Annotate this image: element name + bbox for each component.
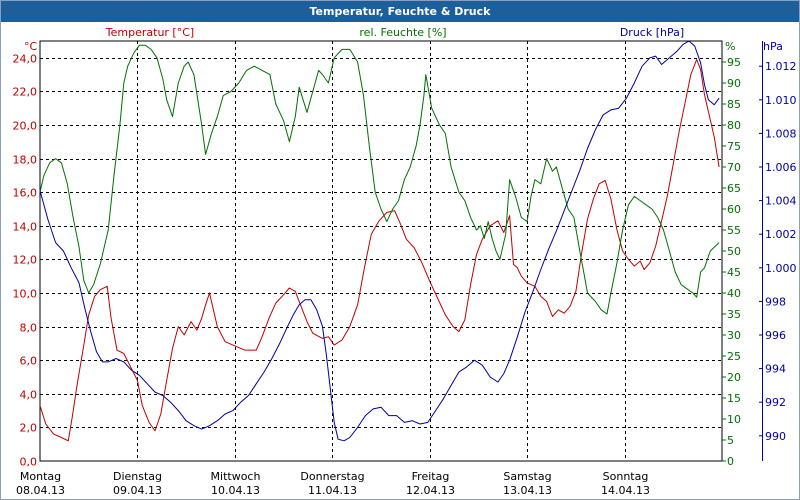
day-date-label: 12.04.13 — [406, 484, 455, 497]
humidity-tick-label: 30 — [727, 329, 741, 342]
chart-title: Temperatur, Feuchte & Druck — [1, 1, 799, 22]
temp-tick-label: 24,0 — [13, 53, 38, 66]
temp-tick-label: 6,0 — [20, 355, 38, 368]
pressure-tick-label: 1.008 — [765, 127, 797, 140]
humidity-tick-label: 60 — [727, 203, 741, 216]
pressure-tick-label: 1.006 — [765, 161, 797, 174]
plot-border — [39, 40, 723, 462]
temp-tick-label: 12,0 — [13, 254, 38, 267]
humidity-tick-label: 0 — [727, 455, 734, 468]
humidity-tick-label: 5 — [727, 434, 734, 447]
series-line-hum — [39, 44, 720, 315]
temp-tick-label: 4,0 — [20, 389, 38, 402]
day-name-label: Sonntag — [603, 470, 649, 483]
humidity-tick-label: 90 — [727, 77, 741, 90]
grid — [39, 40, 763, 462]
day-name-label: Mittwoch — [211, 470, 261, 483]
humidity-tick-label: 95 — [727, 56, 741, 69]
temp-tick-label: 8,0 — [20, 322, 38, 335]
series-line-press — [39, 40, 720, 442]
day-name-label: Montag — [20, 470, 61, 483]
pressure-tick-label: 1.002 — [765, 228, 797, 241]
humidity-tick-label: 10 — [727, 413, 741, 426]
pressure-tick-label: 994 — [765, 363, 786, 376]
humidity-tick-label: 20 — [727, 371, 741, 384]
temp-unit-label: °C — [24, 40, 38, 53]
pressure-tick-label: 990 — [765, 430, 786, 443]
day-date-label: 14.04.13 — [601, 484, 650, 497]
humidity-tick-label: 85 — [727, 98, 741, 111]
series-layer — [39, 40, 720, 442]
humidity-tick-label: 80 — [727, 119, 741, 132]
temp-tick-label: 20,0 — [13, 120, 38, 133]
pressure-axis-label: Druck [hPa] — [620, 26, 684, 39]
pressure-unit-label: hPa — [763, 40, 783, 53]
pressure-tick-label: 998 — [765, 295, 786, 308]
pressure-tick-label: 1.012 — [765, 60, 797, 73]
day-date-label: 11.04.13 — [308, 484, 357, 497]
temp-tick-label: 16,0 — [13, 187, 38, 200]
day-date-label: 13.04.13 — [503, 484, 552, 497]
humidity-tick-label: 55 — [727, 224, 741, 237]
humidity-tick-label: 45 — [727, 266, 741, 279]
day-date-label: 08.04.13 — [16, 484, 65, 497]
day-name-label: Freitag — [412, 470, 450, 483]
temp-tick-label: 0,0 — [20, 456, 38, 469]
pressure-tick-label: 992 — [765, 396, 786, 409]
humidity-axis-label: rel. Feuchte [%] — [359, 26, 446, 39]
temp-axis-label: Temperatur [°C] — [105, 26, 194, 39]
humidity-tick-label: 50 — [727, 245, 741, 258]
axes: Temperatur [°C] rel. Feuchte [%] Druck [… — [13, 26, 797, 497]
pressure-tick-label: 996 — [765, 329, 786, 342]
temp-tick-label: 22,0 — [13, 86, 38, 99]
pressure-tick-label: 1.010 — [765, 94, 797, 107]
humidity-tick-label: 40 — [727, 287, 741, 300]
day-name-label: Samstag — [503, 470, 551, 483]
day-date-label: 09.04.13 — [113, 484, 162, 497]
pressure-tick-label: 1.000 — [765, 262, 797, 275]
humidity-tick-label: 25 — [727, 350, 741, 363]
humidity-tick-label: 70 — [727, 161, 741, 174]
series-line-temp — [39, 59, 720, 442]
humidity-tick-label: 75 — [727, 140, 741, 153]
day-date-label: 10.04.13 — [211, 484, 260, 497]
humidity-tick-label: 65 — [727, 182, 741, 195]
temp-tick-label: 18,0 — [13, 154, 38, 167]
temp-tick-label: 14,0 — [13, 221, 38, 234]
pressure-tick-label: 1.004 — [765, 195, 797, 208]
humidity-unit-label: % — [725, 40, 735, 53]
humidity-tick-label: 15 — [727, 392, 741, 405]
day-name-label: Dienstag — [113, 470, 162, 483]
temp-tick-label: 10,0 — [13, 288, 38, 301]
temp-tick-label: 2,0 — [20, 422, 38, 435]
humidity-tick-label: 35 — [727, 308, 741, 321]
day-name-label: Donnerstag — [300, 470, 364, 483]
